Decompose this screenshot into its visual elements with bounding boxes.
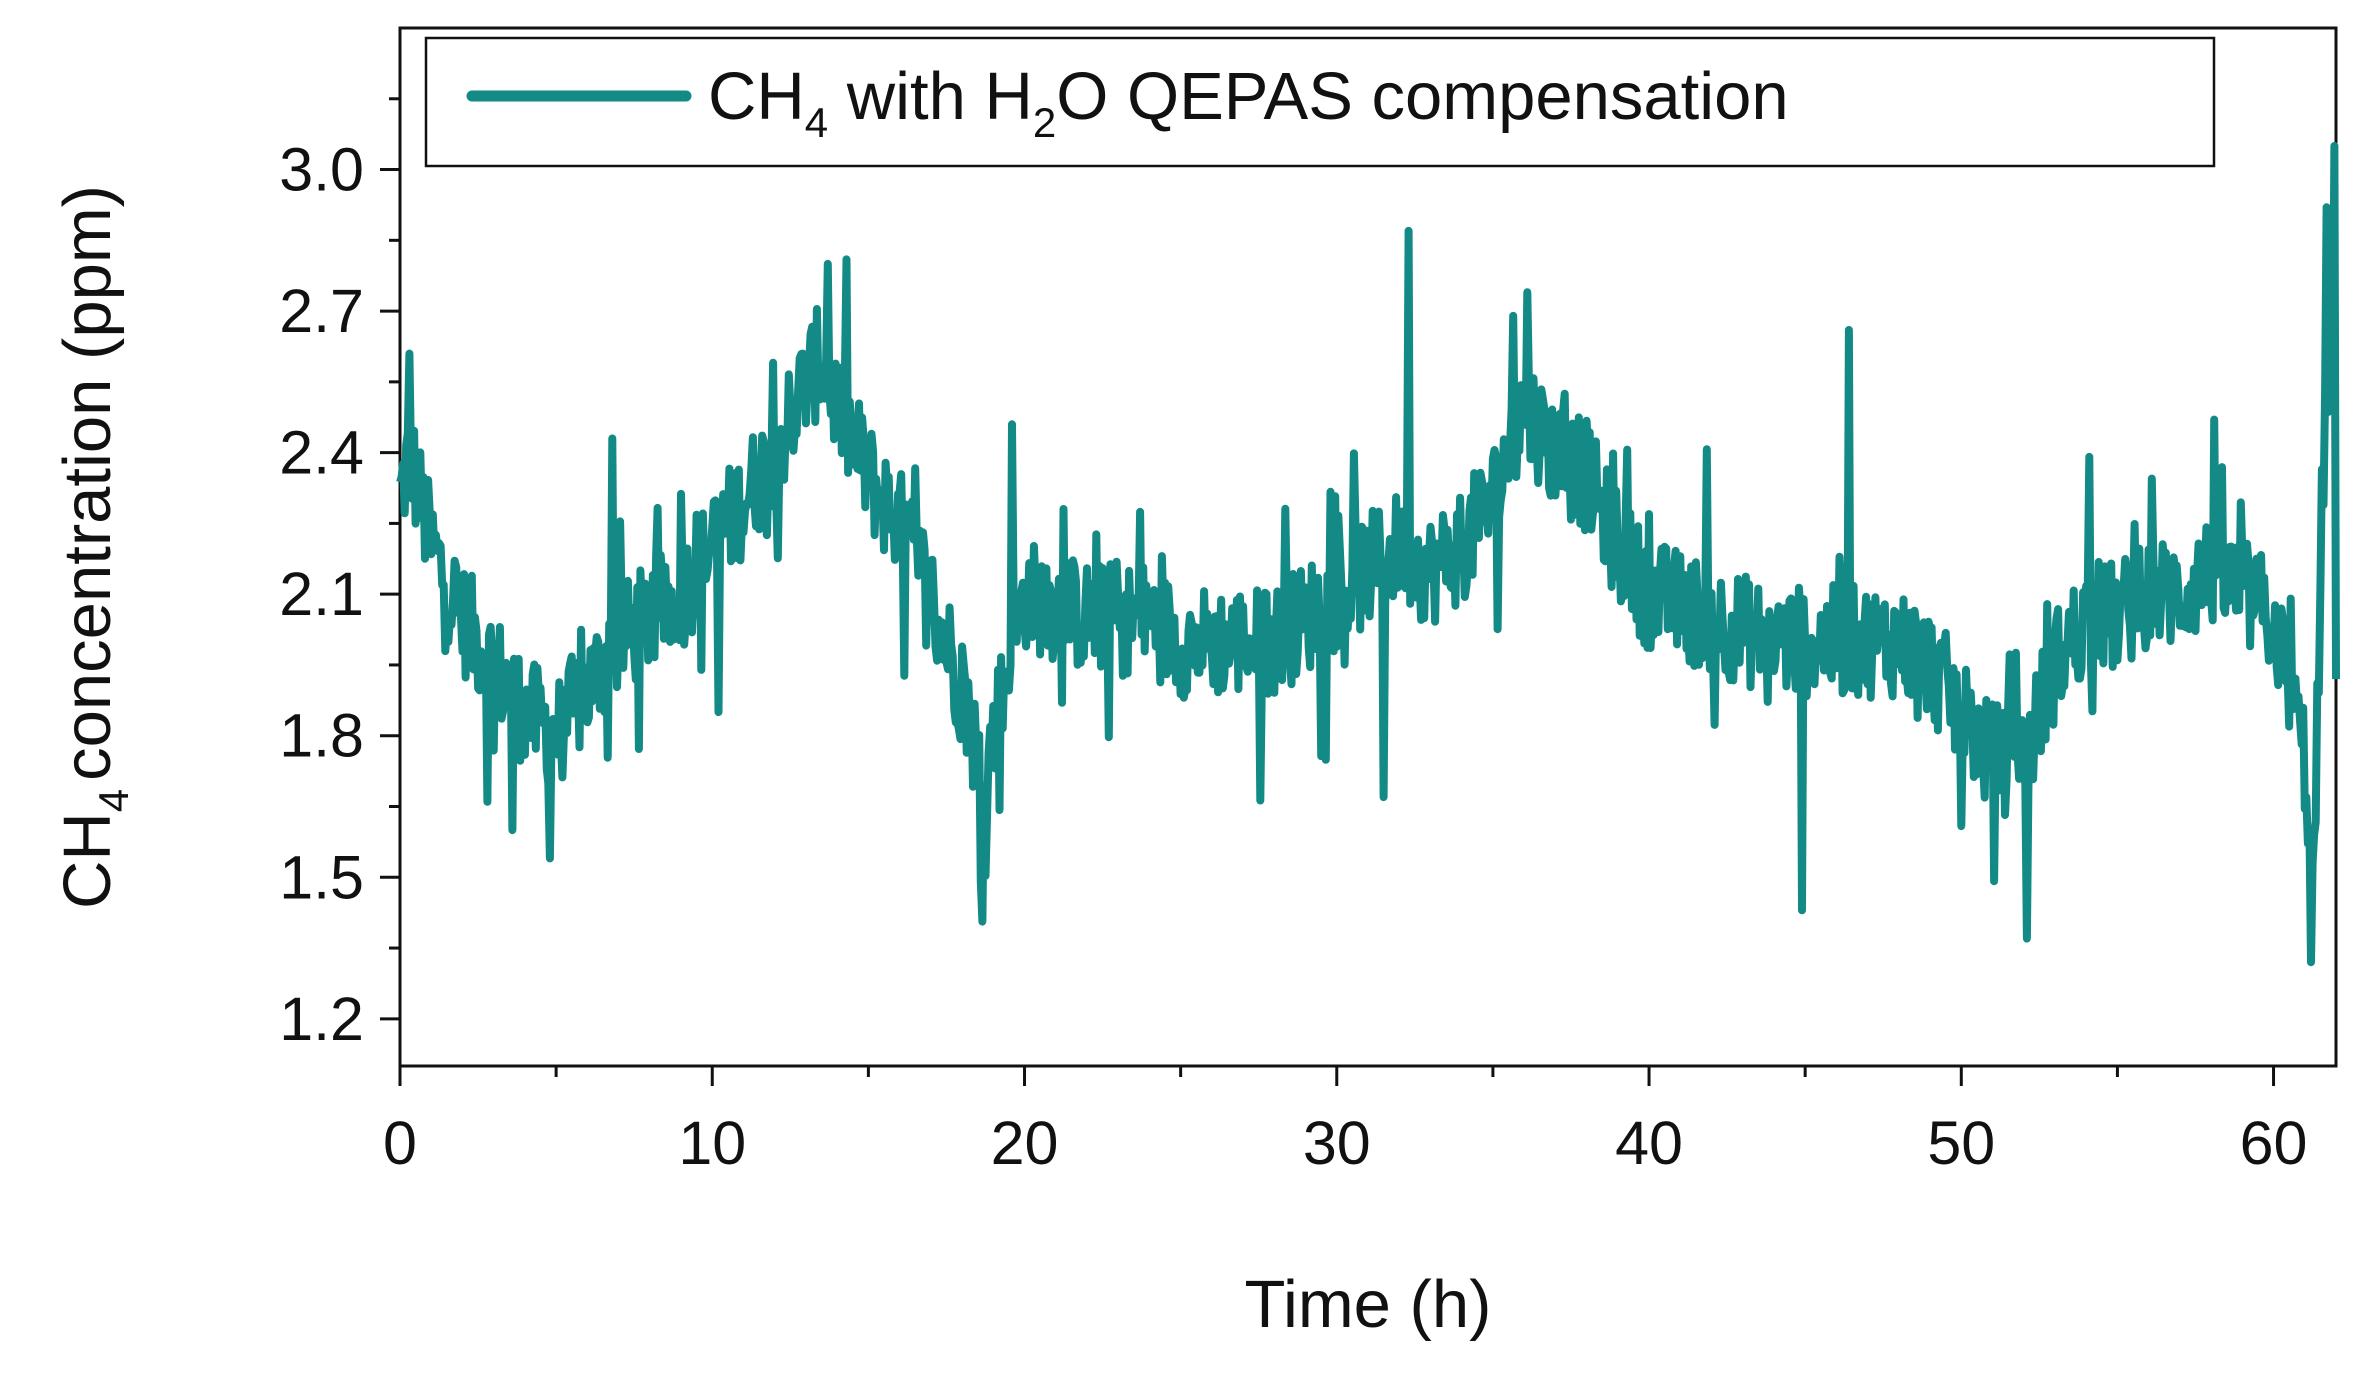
x-tick-label: 40 <box>1615 1109 1683 1177</box>
legend: CH4 with H2O QEPAS compensation <box>424 36 2216 168</box>
y-tick-label: 1.5 <box>279 843 364 911</box>
x-tick-label: 50 <box>1927 1109 1995 1177</box>
y-tick-label: 2.1 <box>279 560 364 628</box>
x-tick-label: 10 <box>678 1109 746 1177</box>
x-axis-ticks: 0 10 20 30 40 50 60 <box>383 1066 2307 1177</box>
y-axis-title: CH4concentration (ppm) <box>50 185 137 909</box>
y-tick-label: 2.4 <box>279 419 364 487</box>
series-line-ch4 <box>396 142 2340 967</box>
legend-box <box>424 36 2216 168</box>
x-tick-label: 60 <box>2240 1109 2308 1177</box>
y-tick-label: 3.0 <box>279 136 364 204</box>
x-tick-label: 0 <box>383 1109 417 1177</box>
x-axis-title: Time (h) <box>1245 1267 1492 1342</box>
x-tick-label: 20 <box>991 1109 1059 1177</box>
x-tick-label: 30 <box>1303 1109 1371 1177</box>
series-layer <box>396 142 2340 967</box>
y-axis-ticks: 1.2 1.5 1.8 2.1 2.4 2.7 3.0 <box>279 97 400 1053</box>
y-tick-label: 2.7 <box>279 277 364 345</box>
legend-label: CH4 with H2O QEPAS compensation <box>708 59 1789 146</box>
y-tick-label: 1.2 <box>279 985 364 1053</box>
y-tick-label: 1.8 <box>279 702 364 770</box>
